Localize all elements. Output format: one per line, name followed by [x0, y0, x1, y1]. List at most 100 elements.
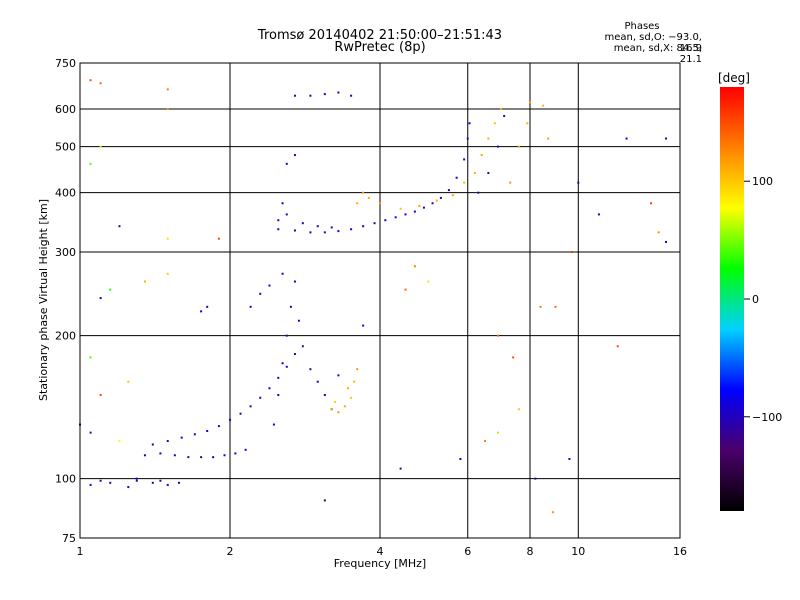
y-tick-label: 75: [62, 532, 76, 545]
scatter-point: [484, 440, 487, 443]
scatter-point: [577, 181, 580, 184]
plot-frame: [79, 62, 681, 539]
scatter-point: [650, 202, 653, 205]
scatter-point: [99, 479, 102, 482]
scatter-point: [285, 334, 288, 337]
scatter-point: [277, 376, 280, 379]
scatter-point: [99, 394, 102, 397]
x-axis-ticks: 1 2 4 6 8 10 16: [77, 545, 688, 558]
scatter-point: [89, 483, 92, 486]
scatter-point: [468, 122, 471, 125]
scatter-point: [281, 202, 284, 205]
scatter-point: [625, 137, 628, 140]
scatter-point: [166, 483, 169, 486]
y-axis-label: Stationary phase Virtual Height [km]: [37, 199, 50, 401]
scatter-point: [337, 411, 340, 414]
scatter-point: [223, 454, 226, 457]
colorbar: [720, 87, 744, 511]
y-tick-label: 500: [55, 141, 76, 154]
scatter-point: [159, 452, 162, 455]
scatter-point: [109, 481, 112, 484]
scatter-point: [166, 108, 169, 111]
scatter-point: [496, 431, 499, 434]
scatter-point: [517, 408, 520, 411]
scatter-point: [480, 154, 483, 157]
scatter-point: [422, 206, 425, 209]
scatter-point: [143, 280, 146, 283]
scatter-point: [512, 356, 515, 359]
scatter-point: [297, 319, 300, 322]
scatter-point: [89, 79, 92, 82]
scatter-point: [268, 284, 271, 287]
scatter-point: [229, 418, 231, 421]
scatter-point: [239, 412, 242, 415]
scatter-point: [234, 452, 237, 455]
scatter-point: [151, 443, 154, 446]
scatter-point: [459, 457, 462, 460]
scatter-point: [206, 429, 209, 432]
scatter-point: [503, 115, 506, 118]
scatter-point: [337, 230, 340, 233]
chart-title: Tromsø 20140402 21:50:00–21:51:43: [257, 28, 503, 43]
x-tick-label: 1: [77, 545, 84, 558]
scatter-point: [534, 477, 537, 480]
scatter-point: [463, 158, 466, 161]
scatter-point: [159, 479, 162, 482]
scatter-point: [293, 280, 296, 283]
phase-stats-heading: Phases: [624, 21, 660, 32]
scatter-point: [350, 228, 353, 231]
scatter-point: [404, 213, 407, 216]
colorbar-tick-label: −100: [752, 411, 782, 424]
scatter-point: [89, 162, 92, 165]
scatter-point: [277, 219, 280, 222]
phase-stats-o: mean, sd,O: −93.0, 16.9: [604, 32, 702, 54]
scatter-point: [496, 145, 499, 148]
scatter-point: [477, 191, 480, 194]
scatter-point: [285, 365, 288, 368]
scatter-point: [362, 191, 365, 194]
scatter-point: [439, 196, 442, 199]
scatter-point: [413, 210, 416, 213]
x-tick-label: 8: [527, 545, 534, 558]
scatter-point: [487, 137, 490, 140]
scatter-point: [293, 352, 296, 355]
scatter-point: [379, 202, 381, 205]
scatter-point: [455, 176, 458, 179]
scatter-point: [373, 222, 376, 225]
scatter-point: [212, 456, 215, 459]
scatter-point: [451, 194, 454, 197]
scatter-point: [309, 231, 312, 234]
scatter-point: [166, 440, 169, 443]
scatter-point: [285, 213, 288, 216]
scatter-point: [337, 374, 340, 377]
scatter-point: [568, 457, 571, 460]
y-tick-label: 300: [55, 246, 76, 259]
phase-stats-x: mean, sd,X: 84.5, 21.1: [613, 43, 702, 65]
scatter-point: [151, 481, 154, 484]
scatter-point: [109, 288, 112, 291]
scatter-point: [217, 425, 220, 428]
scatter-point: [259, 396, 262, 399]
scatter-point: [173, 454, 176, 457]
data-points: [79, 79, 668, 514]
scatter-point: [99, 145, 102, 148]
scatter-point: [89, 356, 92, 359]
x-tick-label: 2: [227, 545, 234, 558]
scatter-point: [289, 305, 292, 308]
scatter-point: [323, 394, 326, 397]
scatter-point: [177, 481, 180, 484]
scatter-point: [350, 94, 353, 97]
y-axis-ticks: 75 100 200 300 400 500 600 750: [55, 57, 76, 545]
y-tick-label: 750: [55, 57, 76, 70]
scatter-point: [217, 237, 220, 240]
scatter-point: [330, 226, 333, 229]
x-tick-label: 6: [464, 545, 471, 558]
scatter-point: [350, 396, 353, 399]
scatter-point: [427, 280, 430, 283]
scatter-point: [570, 251, 573, 254]
scatter-point: [353, 380, 356, 383]
scatter-point: [301, 222, 304, 225]
scatter-point: [127, 486, 130, 489]
scatter-point: [323, 499, 326, 502]
x-axis-label: Frequency [MHz]: [334, 557, 426, 570]
